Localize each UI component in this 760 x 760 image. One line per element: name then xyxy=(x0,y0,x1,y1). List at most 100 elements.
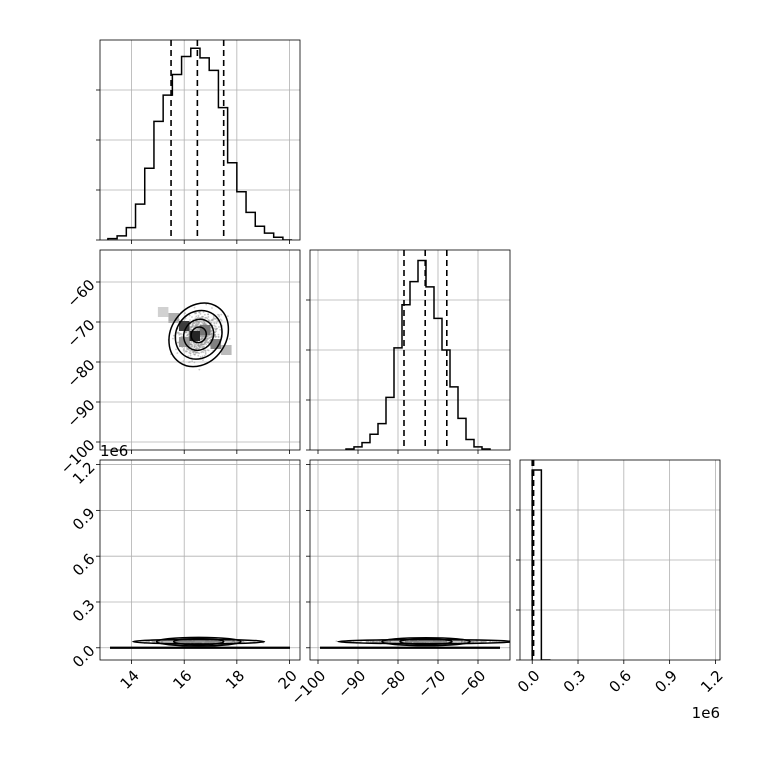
scatter-point xyxy=(463,640,466,643)
scatter-point xyxy=(184,641,187,644)
scatter-point xyxy=(189,350,192,353)
scatter-point xyxy=(181,640,184,642)
scatter-point xyxy=(404,640,407,643)
scatter-point xyxy=(408,640,411,643)
scatter-point xyxy=(412,640,415,643)
contour-level-0 xyxy=(132,638,266,645)
scatter-point xyxy=(205,303,208,306)
scatter-point xyxy=(186,640,189,643)
scatter-point xyxy=(188,639,191,642)
scatter-point xyxy=(417,641,420,644)
scatter-point xyxy=(187,640,189,643)
scatter-point xyxy=(463,641,466,643)
scatter-point xyxy=(212,640,214,642)
x-tick-label: −60 xyxy=(454,667,489,702)
scatter-point xyxy=(184,640,187,643)
scatter-point xyxy=(216,640,218,643)
scatter-point xyxy=(210,332,213,335)
scatter-point xyxy=(207,337,210,339)
scatter-point xyxy=(206,641,209,644)
density-cell xyxy=(168,313,179,323)
scatter-point xyxy=(203,334,206,337)
scatter-point xyxy=(188,333,190,336)
scatter-point xyxy=(442,640,445,643)
scatter-point xyxy=(440,640,443,643)
scatter-point xyxy=(202,345,204,348)
scatter-point xyxy=(474,640,477,643)
contour-level-1 xyxy=(174,309,223,360)
scatter-point xyxy=(208,640,211,643)
scatter-point xyxy=(175,348,177,351)
scatter-point xyxy=(233,640,236,643)
scatter-point xyxy=(201,355,204,358)
scatter-point xyxy=(200,343,203,346)
scatter-point xyxy=(442,640,444,643)
scatter-point xyxy=(209,640,212,643)
scatter-point xyxy=(218,640,221,643)
scatter-point xyxy=(204,349,207,352)
scatter-point xyxy=(439,641,442,643)
scatter-point xyxy=(211,318,214,321)
scatter-point xyxy=(188,348,190,351)
scatter-point xyxy=(417,640,420,643)
scatter-point xyxy=(201,338,204,341)
scatter-point xyxy=(197,344,200,347)
scatter-point xyxy=(183,640,186,643)
scatter-point xyxy=(176,640,179,643)
scatter-point xyxy=(189,641,191,643)
scatter-point xyxy=(176,341,179,344)
scatter-point xyxy=(190,641,193,643)
scatter-point xyxy=(407,640,410,643)
scatter-point xyxy=(210,640,213,643)
scatter-point xyxy=(387,640,390,643)
scatter-point xyxy=(414,640,417,643)
scatter-point xyxy=(432,640,435,643)
scatter-point xyxy=(190,641,193,643)
scatter-point xyxy=(185,641,188,644)
scatter-point xyxy=(179,639,182,642)
scatter-point xyxy=(183,640,186,643)
scatter-point xyxy=(185,640,187,643)
scatter-point xyxy=(196,641,199,644)
scatter-point xyxy=(208,641,211,644)
scatter-point xyxy=(194,321,197,323)
scatter-point xyxy=(193,322,196,325)
scatter-point xyxy=(376,640,379,643)
scatter-point xyxy=(194,347,197,350)
scatter-point xyxy=(408,641,411,644)
scatter-point xyxy=(212,641,215,643)
scatter-point xyxy=(198,641,200,644)
scatter-point xyxy=(207,341,209,344)
scatter-point xyxy=(178,641,181,644)
scatter-point xyxy=(193,640,195,643)
scatter-point xyxy=(214,328,217,331)
scatter-point xyxy=(439,640,442,642)
scatter-point xyxy=(387,640,390,643)
scatter-point xyxy=(409,640,412,643)
scatter-point xyxy=(185,640,187,643)
scatter-point xyxy=(386,640,388,643)
scatter-point xyxy=(161,640,164,643)
scatter-point xyxy=(196,641,199,644)
scatter-point xyxy=(464,641,467,644)
scatter-point xyxy=(386,640,389,643)
scatter-point xyxy=(442,640,445,643)
scatter-point xyxy=(210,641,212,643)
scatter-point xyxy=(187,641,189,643)
scatter-point xyxy=(179,640,182,643)
scatter-point xyxy=(441,640,444,643)
x-tick-label: 0.0 xyxy=(514,667,544,697)
scatter-point xyxy=(470,640,473,643)
scatter-point xyxy=(439,641,442,643)
scatter-point xyxy=(410,640,413,643)
scatter-point xyxy=(191,343,193,346)
scatter-point xyxy=(214,331,216,334)
contour-level-0 xyxy=(168,302,230,368)
scatter-point xyxy=(416,641,419,643)
scatter-point xyxy=(232,640,235,643)
scatter-point xyxy=(205,641,208,644)
scatter-point xyxy=(190,641,193,643)
scatter-point xyxy=(195,351,198,354)
scatter-point xyxy=(438,641,441,644)
scatter-point xyxy=(407,641,409,644)
